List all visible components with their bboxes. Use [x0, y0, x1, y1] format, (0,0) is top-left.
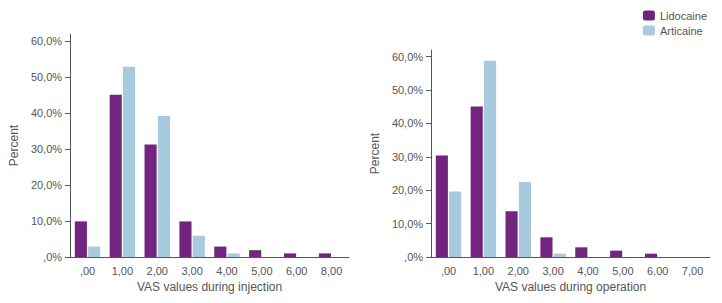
svg-text:VAS values during operation: VAS values during operation [495, 280, 646, 294]
svg-text:1,00: 1,00 [112, 265, 133, 277]
svg-text:6,00: 6,00 [647, 265, 668, 277]
svg-text:Percent: Percent [368, 132, 382, 174]
svg-text:50,0%: 50,0% [31, 71, 62, 83]
svg-text:1,00: 1,00 [473, 265, 494, 277]
svg-text:4,00: 4,00 [216, 265, 237, 277]
svg-text:7,00: 7,00 [682, 265, 703, 277]
svg-text:,0%: ,0% [404, 251, 423, 263]
svg-text:4,00: 4,00 [577, 265, 598, 277]
svg-text:5,00: 5,00 [612, 265, 633, 277]
svg-text:20,0%: 20,0% [31, 179, 62, 191]
svg-text:8,00: 8,00 [321, 265, 342, 277]
svg-text:Percent: Percent [7, 124, 21, 166]
svg-text:20,0%: 20,0% [392, 184, 423, 196]
svg-text:40,0%: 40,0% [31, 107, 62, 119]
svg-text:Articaine: Articaine [660, 25, 703, 37]
svg-text:30,0%: 30,0% [31, 143, 62, 155]
svg-text:2,00: 2,00 [147, 265, 168, 277]
svg-text:40,0%: 40,0% [392, 117, 423, 129]
svg-text:10,0%: 10,0% [31, 215, 62, 227]
svg-text:10,0%: 10,0% [392, 218, 423, 230]
svg-text:2,00: 2,00 [508, 265, 529, 277]
svg-text:50,0%: 50,0% [392, 84, 423, 96]
svg-text:5,00: 5,00 [251, 265, 272, 277]
svg-text:3,00: 3,00 [542, 265, 563, 277]
svg-text:30,0%: 30,0% [392, 151, 423, 163]
svg-text:60,0%: 60,0% [31, 35, 62, 47]
svg-text:Lidocaine: Lidocaine [660, 10, 707, 22]
svg-text:,0%: ,0% [43, 251, 62, 263]
svg-text:6,00: 6,00 [286, 265, 307, 277]
svg-text:,00: ,00 [80, 265, 95, 277]
svg-text:60,0%: 60,0% [392, 51, 423, 63]
svg-text:VAS values during injection: VAS values during injection [137, 280, 282, 294]
svg-text:,00: ,00 [441, 265, 456, 277]
svg-text:3,00: 3,00 [181, 265, 202, 277]
